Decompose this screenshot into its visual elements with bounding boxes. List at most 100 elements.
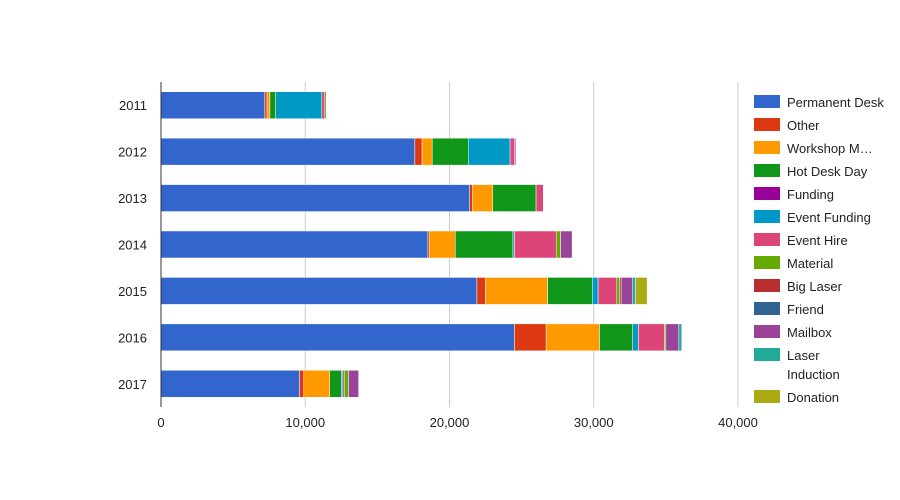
legend-item[interactable]: Donation [754,390,839,405]
legend-item[interactable]: Workshop M… [754,141,873,156]
bar-segment[interactable] [343,370,349,398]
legend-label: Mailbox [787,325,832,340]
legend-item[interactable]: Friend [754,302,824,317]
bar-segment[interactable] [599,323,633,352]
legend-item[interactable]: Mailbox [754,325,832,340]
bar-segment[interactable] [421,137,433,166]
y-tick-label: 2015 [118,284,147,299]
legend-swatch [754,390,780,403]
legend-label: Laser Induction [787,348,840,382]
bar-segment[interactable] [514,323,547,352]
y-tick-label: 2016 [118,330,147,345]
legend-label: Workshop M… [787,141,873,156]
bar-segment[interactable] [429,230,456,259]
legend-item[interactable]: Hot Desk Day [754,164,868,179]
bar-segment[interactable] [635,277,648,305]
bar-segment[interactable] [321,91,325,119]
bar-segment[interactable] [472,184,494,212]
bar-segment[interactable] [632,323,639,352]
bar-segment[interactable] [597,277,618,305]
bar-segment[interactable] [514,230,557,259]
legend-label: Material [787,256,833,271]
bar-segment[interactable] [545,323,600,352]
x-tick-label: 0 [157,415,164,430]
legend-label: Friend [787,302,824,317]
legend-label: Event Funding [787,210,871,225]
bar-segment[interactable] [299,370,305,398]
bar-segment[interactable] [269,91,276,119]
bar-segment[interactable] [266,91,271,119]
y-tick-label: 2017 [118,377,147,392]
legend-item[interactable]: Big Laser [754,279,843,294]
legend-item[interactable]: Permanent Desk [754,95,884,110]
y-tick-label: 2013 [118,191,147,206]
bar-segment[interactable] [485,277,548,305]
bar-segment[interactable] [555,230,561,259]
legend-label: Funding [787,187,834,202]
x-tick-label: 10,000 [285,415,325,430]
legend-swatch [754,118,780,131]
legend: Permanent Desk Other Workshop M… Hot Desk D… [754,95,884,405]
x-tick-label: 30,000 [574,415,614,430]
x-tick-label: 40,000 [718,415,758,430]
legend-swatch [754,210,780,223]
legend-swatch [754,302,780,315]
bar-segment[interactable] [469,184,473,212]
legend-label: Other [787,118,820,133]
bar-segment[interactable] [160,370,300,398]
bar-segment[interactable] [455,230,514,259]
x-tick-label: 20,000 [430,415,470,430]
legend-item[interactable]: Other [754,118,820,133]
legend-label: Big Laser [787,279,843,294]
bar-segment[interactable] [160,137,416,166]
bar-segment[interactable] [509,137,515,166]
bar-segment[interactable] [431,137,469,166]
legend-label: Hot Desk Day [787,164,868,179]
y-tick-label: 2014 [118,238,147,253]
bar-segment[interactable] [514,137,517,166]
bar-segment[interactable] [560,230,573,259]
bar-segment[interactable] [476,277,486,305]
legend-label: Donation [787,390,839,405]
bar-segment[interactable] [632,277,636,305]
bar-segment[interactable] [638,323,665,352]
bar-segment[interactable] [348,370,359,398]
bar-segment[interactable] [329,370,342,398]
legend-swatch [754,95,780,108]
legend-item[interactable]: Material [754,256,833,271]
bar-segment[interactable] [678,323,682,352]
bar-segment[interactable] [160,323,515,352]
bar-segment[interactable] [492,184,537,212]
bars [160,91,682,398]
legend-swatch [754,348,780,361]
y-tick-label: 2012 [118,145,147,160]
bar-segment[interactable] [616,277,620,305]
legend-swatch [754,164,780,177]
bar-segment[interactable] [414,137,423,166]
legend-swatch [754,141,780,154]
y-tick-label: 2011 [119,98,147,113]
bar-segment[interactable] [620,277,633,305]
bar-segment[interactable] [535,184,544,212]
bar-segment[interactable] [160,91,266,119]
bar-segment[interactable] [303,370,331,398]
bar-segment[interactable] [264,91,268,119]
bar-segment[interactable] [324,91,327,119]
bar-segment[interactable] [547,277,593,305]
axes: 0 10,000 20,000 30,000 40,000 2011 2012 2013 201… [118,82,758,430]
legend-item[interactable]: Event Funding [754,210,871,225]
legend-item[interactable]: Event Hire [754,233,848,248]
bar-segment[interactable] [275,91,323,119]
legend-swatch [754,256,780,269]
bar-segment[interactable] [468,137,511,166]
bar-segment[interactable] [665,323,680,352]
legend-item[interactable]: Funding [754,187,834,202]
legend-label: Permanent Desk [787,95,884,110]
legend-swatch [754,279,780,292]
bar-segment[interactable] [160,277,478,305]
bar-segment[interactable] [160,230,429,259]
bar-segment[interactable] [592,277,599,305]
legend-item[interactable]: Laser Induction [754,348,840,382]
legend-swatch [754,187,780,200]
bar-segment[interactable] [160,184,470,212]
